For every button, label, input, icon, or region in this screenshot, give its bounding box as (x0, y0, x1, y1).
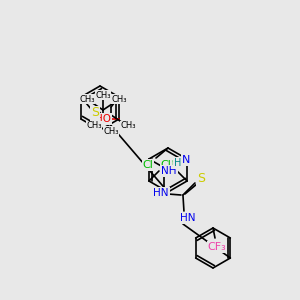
Text: N: N (182, 155, 190, 165)
Text: NH: NH (161, 166, 177, 176)
Text: HN: HN (153, 188, 169, 198)
Text: HO: HO (95, 114, 111, 124)
Text: CH₃: CH₃ (120, 122, 136, 130)
Text: Cl: Cl (142, 160, 153, 170)
Text: Cl: Cl (160, 160, 171, 170)
Text: HN: HN (180, 213, 196, 223)
Text: CH₃: CH₃ (86, 122, 102, 130)
Text: CH₃: CH₃ (79, 94, 95, 103)
Text: H: H (174, 158, 182, 168)
Text: S: S (91, 106, 99, 119)
Text: CF₃: CF₃ (208, 242, 226, 252)
Text: CH₃: CH₃ (111, 94, 127, 103)
Text: S: S (197, 172, 205, 184)
Text: CH₃: CH₃ (103, 127, 119, 136)
Text: CH₃: CH₃ (95, 91, 111, 100)
Text: Cl: Cl (165, 160, 176, 170)
